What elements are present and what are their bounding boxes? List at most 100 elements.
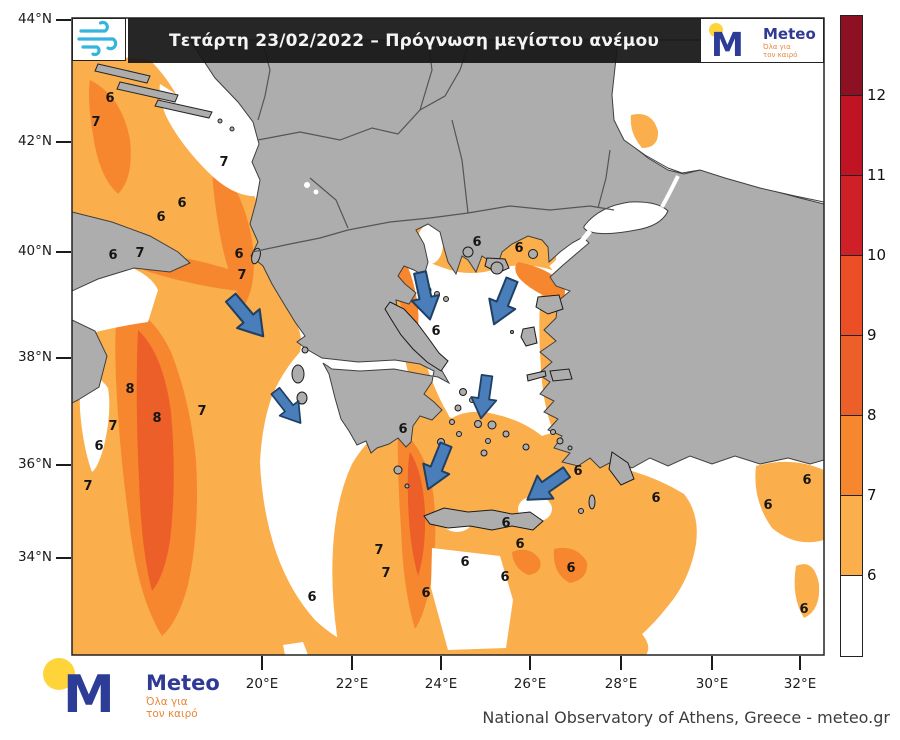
lat-tick [56,357,71,359]
lon-tick [620,656,622,670]
wind-speed-label: 6 [94,439,103,454]
wind-speed-label: 6 [566,561,575,576]
meteo-logo-header: M Meteo Όλα για τον καιρό [700,18,824,64]
wind-direction-arrow [488,276,519,326]
page-title: Τετάρτη 23/02/2022 – Πρόγνωση μεγίστου α… [168,30,659,51]
wind-speed-label: 7 [381,566,390,581]
wind-direction-arrow [270,386,302,424]
wind-direction-arrow [422,441,453,491]
svg-text:M: M [63,665,115,725]
islands-layer [94,63,635,531]
country-borders-layer [251,39,615,253]
wind-speed-label: 6 [421,586,430,601]
wind-speed-label: 7 [197,404,206,419]
wind-icon-box [72,18,126,61]
wind-speed-label: 6 [105,91,114,106]
wind-direction-arrow [410,270,441,321]
wind-speed-label: 6 [573,464,582,479]
land-layer [72,39,824,469]
lat-label: 36°N [17,456,52,472]
lat-label: 40°N [17,243,52,259]
colorbar-label: 9 [867,326,877,344]
lon-label: 20°E [245,676,279,692]
lon-label: 32°E [783,676,817,692]
colorbar-segment [841,176,862,256]
lon-label: 30°E [695,676,729,692]
lat-tick [56,557,71,559]
svg-text:τον καιρό: τον καιρό [763,51,797,59]
wind-speed-label: 6 [500,570,509,585]
black-sea-wind-patch [630,114,659,148]
wind-speed-label: 6 [177,196,186,211]
lat-label: 34°N [17,549,52,565]
colorbar-label: 11 [867,166,887,184]
wind-speed-label: 6 [156,210,165,225]
wind-speed-label: 6 [472,235,481,250]
lat-tick [56,141,71,143]
meteo-logo-footer: M Meteo Όλα για τον καιρό [43,658,220,725]
lon-label: 26°E [513,676,547,692]
wind-direction-arrow [470,373,498,420]
wind-speed-label: 7 [135,246,144,261]
wind-speed-label: 6 [763,498,772,513]
lon-tick [799,656,801,670]
wind-gust-icon [77,20,118,57]
colorbar-segment [841,576,862,656]
lat-label: 42°N [17,133,52,149]
wind-speed-label: 6 [514,241,523,256]
wind-speed-label: 6 [501,516,510,531]
wind-speed-label: 6 [431,324,440,339]
svg-text:M: M [711,25,744,62]
svg-text:τον καιρό: τον καιρό [146,708,198,720]
lat-tick [56,251,71,253]
lon-label: 28°E [604,676,638,692]
wind-speed-label: 8 [152,411,161,426]
wind-speed-label: 7 [91,115,100,130]
colorbar-segment [841,416,862,496]
colorbar-segment [841,96,862,176]
colorbar-segment [841,16,862,96]
meteo-logo-icon: M Meteo Όλα για τον καιρό [709,23,816,64]
colorbar-segment [841,496,862,576]
inland-water-layer [304,39,824,270]
wind-speed-label: 6 [108,248,117,263]
svg-text:Meteo: Meteo [146,671,220,695]
colorbar-label: 8 [867,406,877,424]
wind-direction-arrows-layer [224,270,572,501]
wind-speed-label: 7 [374,543,383,558]
lon-tick [440,656,442,670]
title-bar: Τετάρτη 23/02/2022 – Πρόγνωση μεγίστου α… [128,18,700,63]
wind-speed-label: 6 [799,602,808,617]
wind-speed-label: 6 [802,473,811,488]
wind-speed-label: 6 [234,247,243,262]
colorbar-label: 12 [867,86,887,104]
svg-text:Meteo: Meteo [763,25,816,43]
lat-tick [56,464,71,466]
wind-speed-label: 7 [83,479,92,494]
wind-speed-label: 6 [651,491,660,506]
svg-text:Όλα για: Όλα για [145,696,188,708]
lat-label: 38°N [17,349,52,365]
svg-text:Όλα για: Όλα για [762,43,791,51]
wind-speed-label: 8 [125,382,134,397]
colorbar-label: 6 [867,566,877,584]
wind-direction-arrow [224,292,265,338]
wind-direction-arrow [526,466,572,501]
wind-speed-label: 6 [398,422,407,437]
lat-tick [56,19,71,21]
lon-tick [351,656,353,670]
attribution-text: National Observatory of Athens, Greece -… [482,708,890,727]
wind-speed-label: 6 [307,590,316,605]
lon-tick [261,656,263,670]
beaufort-colorbar [840,15,863,657]
wind-speed-label: 7 [237,268,246,283]
wind-speed-label: 6 [460,555,469,570]
colorbar-label: 10 [867,246,887,264]
colorbar-segment [841,256,862,336]
wind-speed-label: 7 [219,155,228,170]
lon-label: 22°E [335,676,369,692]
colorbar-segment [841,336,862,416]
